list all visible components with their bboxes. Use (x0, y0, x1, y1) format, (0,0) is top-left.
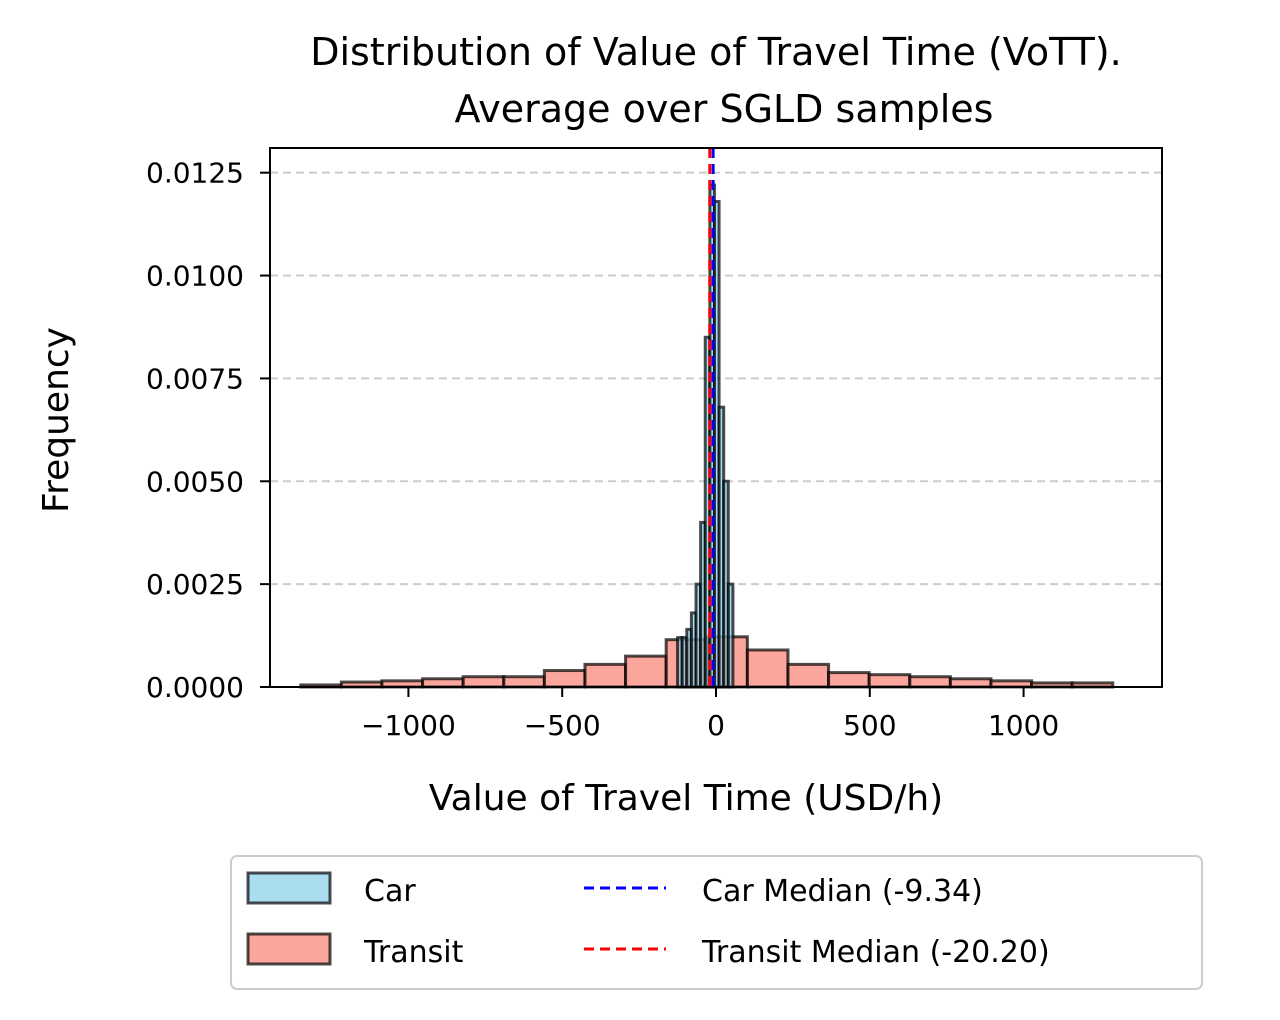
y-tick-label: 0.0000 (146, 671, 244, 704)
x-tick-label: −500 (524, 709, 601, 742)
x-tick-label: −1000 (361, 709, 456, 742)
car-histogram (676, 183, 735, 689)
chart-title-line-2: Average over SGLD samples (455, 87, 994, 131)
transit-bar (583, 662, 628, 689)
legend-label-car: Car (364, 874, 416, 909)
x-axis-ticks: −1000 −500 0 500 1000 (361, 687, 1059, 742)
y-tick-label: 0.0125 (146, 157, 244, 190)
x-tick-label: 0 (707, 709, 725, 742)
transit-bar (461, 675, 506, 689)
x-tick-label: 1000 (988, 709, 1059, 742)
legend-label-car-median: Car Median (-9.34) (702, 874, 983, 909)
transit-bar (745, 648, 790, 689)
transit-bar (827, 671, 871, 689)
legend-swatch-car (246, 871, 332, 905)
y-tick-label: 0.0025 (146, 568, 244, 601)
x-tick-label: 500 (843, 709, 896, 742)
transit-bar (786, 662, 831, 689)
y-axis-ticks: 0.0000 0.0025 0.0050 0.0075 0.0100 0.0125 (146, 157, 270, 704)
y-tick-label: 0.0100 (146, 260, 244, 293)
transit-bar (421, 677, 465, 689)
transit-bar (624, 654, 668, 689)
y-tick-label: 0.0075 (146, 362, 244, 395)
transit-bar (948, 677, 993, 689)
legend: Car Transit Car Median (-9.34) Transit M… (230, 855, 1203, 990)
chart-title-line-1: Distribution of Value of Travel Time (Vo… (310, 30, 1122, 74)
transit-bar (542, 669, 587, 689)
legend-box (230, 855, 1203, 990)
median-lines (708, 148, 715, 687)
transit-bar (502, 675, 546, 689)
y-tick-label: 0.0050 (146, 465, 244, 498)
x-axis-label: Value of Travel Time (USD/h) (429, 778, 943, 819)
legend-label-transit-median: Transit Median (-20.20) (701, 935, 1050, 970)
y-axis-label: Frequency (36, 327, 77, 513)
legend-swatch-transit (246, 932, 332, 966)
legend-label-transit: Transit (363, 935, 464, 970)
car-bar (726, 582, 735, 689)
transit-bar (908, 675, 952, 689)
transit-bar (867, 673, 912, 689)
